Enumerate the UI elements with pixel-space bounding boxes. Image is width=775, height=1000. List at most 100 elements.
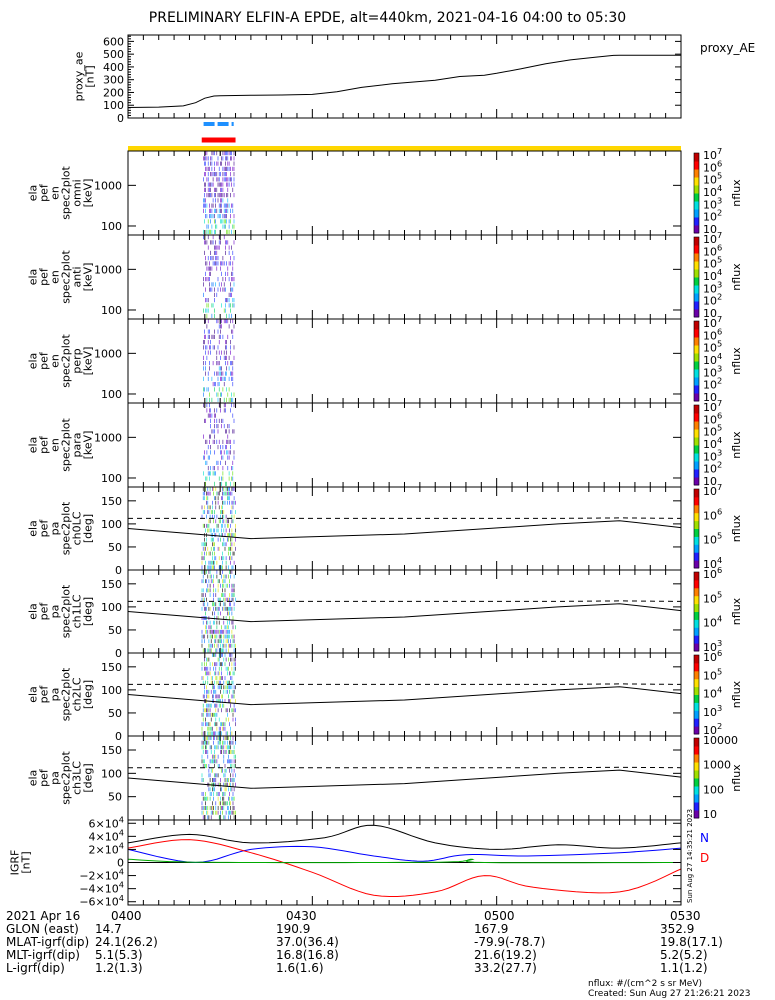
spec-anti-pixel	[218, 235, 220, 240]
pa-ch3LC-pixel	[218, 736, 220, 740]
spec-omni-pixel	[210, 219, 211, 224]
spec-omni-pixel	[210, 229, 211, 234]
igrf-ytick-label-exp: 4	[119, 827, 124, 837]
spec-anti-pixel	[230, 282, 231, 287]
spec-omni-pixel	[218, 177, 220, 182]
pa-ch0LC-pixel	[223, 487, 225, 491]
pa-ch3LC-colorbar-segment	[694, 770, 699, 779]
x-tick-0400: 0400	[111, 909, 142, 923]
spec-perp-colorbar-frame	[693, 320, 700, 402]
pa-ch1LC-pixel	[228, 574, 229, 579]
spec-anti-pixel	[210, 266, 211, 271]
pa-ch2LC-pixel	[212, 726, 213, 731]
pa-ch3LC-colorbar-segment	[694, 786, 699, 795]
spec-omni-pixel	[231, 203, 232, 208]
pa-ch0LC-pixel	[227, 491, 228, 496]
spec-para-pixel	[223, 408, 225, 413]
pa-ch1LC-pixel	[227, 625, 228, 630]
pa-ch3LC-pixel	[223, 815, 225, 820]
pa-ch2LC-pixel	[215, 689, 217, 694]
pa-ch0LC-pixel	[233, 514, 235, 519]
pa-ch2LC-pixel	[215, 722, 217, 727]
pa-ch0LC-pixel	[204, 491, 205, 496]
pa-ch1LC-pixel	[201, 593, 203, 597]
ae-ylabel-line-0: proxy_ae	[73, 51, 86, 101]
pa-ch3LC-pixel	[214, 745, 215, 750]
spec-omni-pixel	[232, 203, 234, 208]
spec-anti-ytick-label: 1000	[94, 263, 122, 276]
pa-ch0LC-pixel	[213, 519, 214, 524]
spec-para-ylabel-line-0: ela	[27, 437, 40, 454]
spec-anti-pixel	[223, 282, 225, 287]
pa-ch2LC-pixel	[218, 657, 220, 662]
pa-ch1LC-pixel	[216, 616, 218, 620]
spec-para-pixel	[232, 476, 234, 481]
spec-para-pixel	[225, 460, 226, 465]
spec-omni-pixel	[204, 182, 205, 187]
spec-anti-pixel	[230, 256, 231, 261]
pa-ch2LC-pixel	[202, 712, 204, 717]
pa-ch3LC-pixel	[229, 782, 230, 787]
pa-ch0LC-pixel	[218, 505, 220, 510]
pa-ch1LC-pixel	[229, 579, 230, 584]
spec-omni-pixel	[204, 193, 205, 198]
spec-omni-pixel	[210, 193, 211, 198]
spec-omni-pixel	[214, 151, 215, 156]
spec-omni-colorbar-tick-base: 10	[703, 149, 717, 162]
pa-ch2LC-pixel	[218, 685, 220, 690]
pa-ch2LC-colorbar-tick-base: 10	[703, 724, 717, 737]
pa-ch0LC-pixel	[217, 537, 219, 542]
footer-row-label: GLON (east)	[6, 922, 79, 936]
spec-anti-pixel	[210, 287, 211, 292]
pa-ch3LC-pixel	[208, 815, 210, 820]
spec-para-pixel	[227, 466, 229, 471]
pa-ch2LC-pixel	[215, 731, 217, 736]
pa-ch1LC-pixel	[208, 639, 210, 644]
pa-ch3LC-pixel	[223, 796, 225, 801]
pa-ch0LC-pixel	[221, 510, 222, 514]
pa-ch2LC-pixel	[221, 671, 222, 676]
pa-ch2LC-pixel	[201, 726, 203, 731]
pa-ch2LC-pixel	[215, 712, 217, 717]
spec-para-pixel	[218, 403, 220, 408]
pa-ch1LC-colorbar-label-text: nflux	[730, 597, 743, 625]
pa-ch0LC-pixel	[216, 523, 218, 528]
spec-para-colorbar-tick-exp: 3	[717, 447, 722, 457]
spec-anti-colorbar-tick-exp: 5	[717, 255, 722, 265]
spec-anti-pixel	[232, 266, 234, 271]
spec-perp-pixel	[218, 366, 220, 371]
pa-ch2LC-pixel	[229, 685, 230, 690]
pa-ch2LC-pixel	[222, 703, 223, 708]
pa-ch1LC-pixel	[231, 593, 233, 597]
spec-anti-pixel	[205, 298, 206, 303]
pa-ch1LC-pixel	[223, 597, 225, 602]
pa-ch3LC-pixel	[233, 787, 235, 792]
pa-ch0LC-pixel	[206, 537, 207, 542]
spec-para-colorbar-segment	[694, 437, 699, 446]
spec-anti-pixel	[216, 245, 218, 250]
pa-ch1LC-pixel	[216, 574, 218, 579]
pa-ch1LC-pixel	[222, 579, 223, 584]
spec-anti-pixel	[225, 298, 226, 303]
pa-ch3LC-pixel	[224, 750, 226, 754]
pa-ch0LC-pixel	[230, 491, 231, 496]
spec-perp-pixel	[226, 397, 227, 402]
pa-ch0LC-pixel	[206, 542, 207, 547]
pa-ch1LC-pixel	[229, 570, 230, 574]
pa-ch1LC-pixel	[215, 639, 217, 644]
spec-perp-pixel	[223, 350, 225, 355]
pa-ch3LC-pixel	[220, 750, 221, 754]
pa-ch2LC-pixel	[217, 699, 219, 703]
created-stamp: Created: Sun Aug 27 21:26:21 2023	[588, 989, 751, 999]
spec-anti-pixel	[231, 245, 232, 250]
pa-ch1LC-pixel	[233, 634, 235, 639]
igrf-ylabel-line-1: [nT]	[20, 851, 33, 873]
pa-ch0LC-pixel	[207, 491, 209, 496]
pa-ch3LC-pixel	[224, 782, 226, 787]
spec-perp-pixel	[230, 319, 231, 324]
pa-ch1LC-pixel	[212, 643, 213, 648]
spec-omni-pixel	[222, 187, 224, 192]
pa-ch3LC-pixel	[204, 806, 205, 810]
spec-perp-pixel	[230, 340, 231, 345]
pa-ch0LC-pixel	[206, 514, 207, 519]
